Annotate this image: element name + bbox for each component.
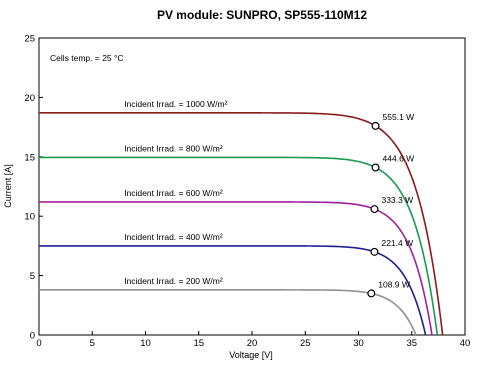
mpp-power-label-3: 221.4 W bbox=[381, 238, 413, 248]
x-tick-label: 30 bbox=[353, 338, 364, 349]
x-tick-label: 15 bbox=[193, 338, 204, 349]
series-label-1: Incident Irrad. = 800 W/m² bbox=[124, 143, 223, 153]
mpp-marker-3 bbox=[370, 247, 379, 256]
y-tick-label: 5 bbox=[30, 271, 35, 282]
x-tick-label: 10 bbox=[140, 338, 151, 349]
mpp-power-label-2: 333.3 W bbox=[381, 195, 413, 205]
mpp-marker-1 bbox=[371, 163, 380, 172]
series-label-4: Incident Irrad. = 200 W/m² bbox=[124, 276, 223, 286]
cells-temp-annotation: Cells temp. = 25 °C bbox=[50, 53, 124, 63]
x-tick-label: 20 bbox=[247, 338, 258, 349]
iv-curves bbox=[39, 112, 444, 336]
mpp-marker-2 bbox=[370, 205, 379, 214]
series-label-0: Incident Irrad. = 1000 W/m² bbox=[124, 99, 227, 109]
iv-curve-4 bbox=[39, 289, 417, 336]
mpp-power-label-0: 555.1 W bbox=[383, 112, 415, 122]
mpp-power-label-1: 444.6 W bbox=[383, 153, 415, 163]
y-tick-label: 15 bbox=[24, 152, 35, 163]
x-tick-label: 35 bbox=[406, 338, 417, 349]
iv-curve-3 bbox=[39, 245, 427, 336]
y-tick-label: 10 bbox=[24, 212, 35, 223]
mpp-power-label-4: 108.9 W bbox=[378, 279, 410, 289]
x-tick-label: 25 bbox=[300, 338, 311, 349]
series-label-2: Incident Irrad. = 600 W/m² bbox=[124, 188, 223, 198]
series-label-3: Incident Irrad. = 400 W/m² bbox=[124, 232, 223, 242]
y-tick-label: 0 bbox=[30, 331, 35, 342]
x-tick-label: 40 bbox=[460, 338, 471, 349]
y-tick-label: 20 bbox=[24, 93, 35, 104]
x-tick-label: 5 bbox=[90, 338, 95, 349]
plot-area bbox=[38, 37, 466, 336]
iv-curve-1 bbox=[39, 156, 439, 336]
mpp-marker-4 bbox=[367, 289, 376, 298]
mpp-marker-0 bbox=[371, 121, 380, 130]
chart-title: PV module: SUNPRO, SP555-110M12 bbox=[157, 8, 367, 22]
x-axis-label: Voltage [V] bbox=[229, 350, 273, 360]
x-tick-label: 0 bbox=[36, 338, 41, 349]
curve-labels: 555.1 W Incident Irrad. = 1000 W/m² 444.6 … bbox=[124, 99, 414, 290]
axis-ticks: 0 5 10 15 20 25 30 35 40 0 5 10 15 20 25 bbox=[24, 34, 470, 350]
y-tick-label: 25 bbox=[24, 34, 35, 45]
y-axis-label: Current [A] bbox=[3, 164, 13, 208]
iv-curve-2 bbox=[39, 201, 433, 336]
